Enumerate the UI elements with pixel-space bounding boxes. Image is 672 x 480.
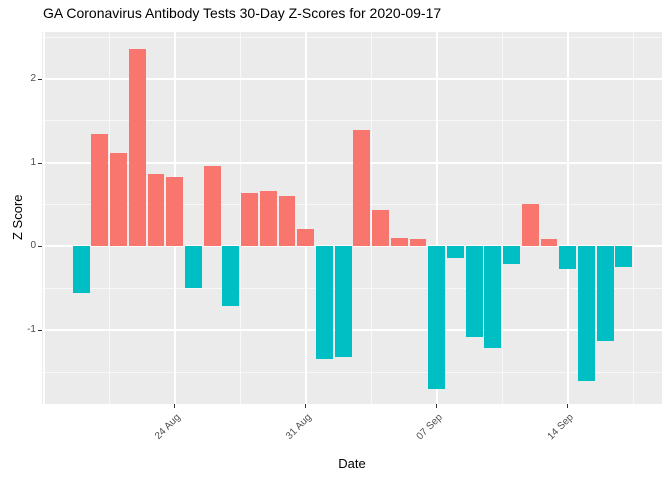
gridline-minor-horizontal (42, 371, 662, 373)
bar (559, 246, 577, 270)
bar (184, 246, 202, 289)
bar (446, 246, 464, 259)
bar (222, 246, 240, 306)
gridline-major-vertical (42, 32, 45, 404)
bar (72, 246, 90, 294)
bar (297, 228, 315, 247)
bar (110, 153, 127, 247)
bar (166, 176, 184, 247)
y-tick-label: 2 (30, 72, 36, 84)
bar (241, 192, 258, 247)
gridline-minor-vertical (501, 32, 503, 404)
gridline-minor-horizontal (42, 287, 662, 289)
y-tick-mark (38, 78, 42, 80)
y-tick-label: 0 (30, 240, 36, 252)
bar (353, 130, 371, 247)
gridline-minor-vertical (108, 32, 110, 404)
y-tick-mark (38, 330, 42, 332)
y-axis-title: Z Score (10, 194, 25, 240)
bar (540, 238, 558, 247)
bar (278, 196, 296, 247)
gridline-major-vertical (304, 32, 307, 404)
bar (521, 203, 539, 247)
bar (615, 246, 633, 268)
gridline-major-vertical (435, 32, 438, 404)
bar (484, 246, 502, 348)
y-tick-mark (38, 162, 42, 164)
gridline-major-vertical (566, 32, 569, 404)
bar (596, 246, 614, 342)
bar (147, 174, 165, 247)
gridline-minor-vertical (370, 32, 372, 404)
plot-panel (42, 32, 662, 404)
gridline-minor-vertical (632, 32, 634, 404)
gridline-minor-horizontal (42, 204, 662, 206)
bar (91, 134, 109, 247)
x-tick-mark (567, 404, 569, 408)
y-tick-mark (38, 246, 42, 248)
bar (128, 48, 146, 247)
bar (372, 209, 389, 247)
x-tick-mark (174, 404, 176, 408)
gridline-minor-horizontal (42, 120, 662, 122)
bar (259, 191, 277, 247)
gridline-major-horizontal (42, 161, 662, 164)
gridline-major-horizontal (42, 329, 662, 332)
bar (465, 246, 483, 337)
x-tick-mark (305, 404, 307, 408)
gridline-major-horizontal (42, 245, 662, 248)
y-tick-label: 1 (30, 156, 36, 168)
gridline-minor-horizontal (42, 36, 662, 38)
bar (409, 238, 427, 247)
y-tick-label: -1 (27, 324, 36, 336)
x-axis-title: Date (338, 456, 366, 471)
gridline-minor-vertical (239, 32, 241, 404)
bar (203, 166, 221, 247)
bar (428, 246, 446, 389)
x-tick-mark (436, 404, 438, 408)
bar (334, 246, 352, 358)
gridline-major-horizontal (42, 77, 662, 80)
bar (390, 238, 408, 247)
bar (315, 246, 333, 359)
bar (577, 246, 595, 381)
chart-title: GA Coronavirus Antibody Tests 30-Day Z-S… (43, 5, 442, 21)
bar (503, 246, 520, 265)
